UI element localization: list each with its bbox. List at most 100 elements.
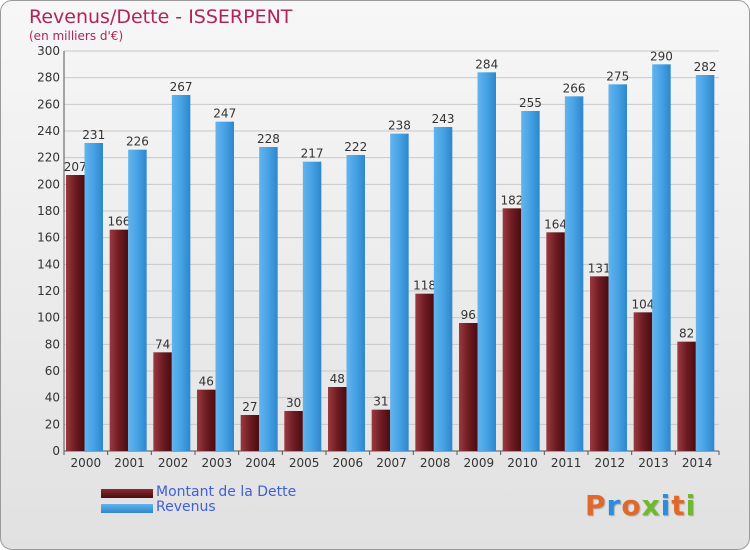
legend-label-revenus: Revenus <box>156 499 216 515</box>
bar-dette <box>153 352 172 451</box>
y-tick-label: 100 <box>37 311 60 325</box>
bar-revenus <box>128 149 147 451</box>
data-label-revenus: 222 <box>344 140 367 154</box>
x-tick-label: 2014 <box>682 456 713 470</box>
y-tick-label: 60 <box>45 364 60 378</box>
y-tick-label: 220 <box>37 151 60 165</box>
bar-dette <box>66 175 85 451</box>
data-label-dette: 74 <box>155 337 170 351</box>
bar-revenus <box>521 111 540 451</box>
y-tick-label: 0 <box>52 444 60 458</box>
data-label-revenus: 243 <box>432 112 455 126</box>
logo-letter: t <box>671 489 686 522</box>
legend-label-dette: Montant de la Dette <box>156 484 297 500</box>
data-label-dette: 96 <box>461 308 476 322</box>
bar-revenus <box>84 143 103 451</box>
y-tick-label: 280 <box>37 71 60 85</box>
legend-swatch-revenus <box>101 504 153 513</box>
data-label-revenus: 247 <box>213 107 236 121</box>
bar-dette <box>677 341 696 451</box>
x-tick-label: 2006 <box>333 456 364 470</box>
x-tick-label: 2001 <box>114 456 145 470</box>
x-tick-label: 2011 <box>551 456 582 470</box>
bar-dette <box>546 232 565 451</box>
legend-swatch-dette <box>101 489 153 498</box>
bar-revenus <box>215 121 234 452</box>
data-label-revenus: 284 <box>475 57 498 71</box>
data-label-revenus: 267 <box>170 80 193 94</box>
bar-revenus <box>171 95 191 451</box>
y-tick-label: 300 <box>37 44 60 58</box>
y-tick-label: 180 <box>37 204 60 218</box>
data-label-dette: 82 <box>679 327 694 341</box>
bar-revenus <box>433 127 453 451</box>
bar-dette <box>371 409 391 451</box>
bar-revenus <box>477 72 496 451</box>
x-tick-label: 2013 <box>638 456 669 470</box>
data-label-revenus: 228 <box>257 132 280 146</box>
data-label-revenus: 282 <box>694 60 717 74</box>
bar-revenus <box>390 133 409 451</box>
x-tick-label: 2007 <box>376 456 407 470</box>
bar-dette <box>459 323 478 451</box>
bar-dette <box>415 293 434 451</box>
bar-dette <box>633 312 653 451</box>
x-tick-label: 2003 <box>202 456 233 470</box>
y-tick-label: 80 <box>45 337 60 351</box>
chart-subtitle: (en milliers d'€) <box>29 29 124 43</box>
y-tick-label: 160 <box>37 231 60 245</box>
logo-letter: i <box>660 489 672 522</box>
data-label-dette: 182 <box>500 193 523 207</box>
x-tick-label: 2004 <box>245 456 276 470</box>
x-tick-label: 2005 <box>289 456 320 470</box>
bar-revenus <box>652 64 671 452</box>
data-label-revenus: 290 <box>650 49 673 63</box>
x-tick-label: 2012 <box>595 456 626 470</box>
y-tick-label: 20 <box>45 417 60 431</box>
bar-dette <box>328 387 347 451</box>
bar-dette <box>109 229 129 451</box>
bar-revenus <box>564 96 584 451</box>
data-label-revenus: 226 <box>126 135 149 149</box>
data-label-revenus: 275 <box>606 69 629 83</box>
data-label-dette: 27 <box>242 400 257 414</box>
y-tick-label: 200 <box>37 177 60 191</box>
chart-title: Revenus/Dette - ISSERPENT <box>29 6 293 28</box>
data-label-dette: 207 <box>64 160 87 174</box>
bar-revenus <box>695 75 715 451</box>
data-label-dette: 164 <box>544 217 567 231</box>
bar-revenus <box>608 84 627 451</box>
y-tick-label: 260 <box>37 97 60 111</box>
data-label-revenus: 266 <box>563 81 586 95</box>
bar-revenus <box>259 147 278 451</box>
bar-dette <box>590 276 609 451</box>
bar-revenus <box>302 161 322 451</box>
data-label-revenus: 231 <box>82 128 105 142</box>
logo-letter: P <box>585 489 607 522</box>
x-tick-label: 2008 <box>420 456 451 470</box>
data-label-dette: 48 <box>330 372 345 386</box>
bar-revenus <box>346 155 365 451</box>
x-tick-label: 2002 <box>158 456 189 470</box>
data-label-dette: 46 <box>199 375 214 389</box>
data-label-dette: 131 <box>588 261 611 275</box>
x-tick-label: 2010 <box>507 456 538 470</box>
data-label-revenus: 255 <box>519 96 542 110</box>
logo-letter: r <box>606 489 622 522</box>
data-label-dette: 118 <box>413 279 436 293</box>
y-tick-label: 140 <box>37 257 60 271</box>
data-label-revenus: 217 <box>301 147 324 161</box>
data-label-dette: 30 <box>286 396 301 410</box>
x-tick-label: 2000 <box>71 456 102 470</box>
data-label-dette: 166 <box>107 215 130 229</box>
y-tick-label: 40 <box>45 391 60 405</box>
logo-letter: i <box>685 489 697 522</box>
y-tick-label: 120 <box>37 284 60 298</box>
y-tick-label: 240 <box>37 124 60 138</box>
x-tick-label: 2009 <box>464 456 495 470</box>
bar-dette <box>284 411 303 451</box>
proxiti-logo: Proxiti <box>585 489 696 522</box>
logo-letter: o <box>621 489 642 522</box>
